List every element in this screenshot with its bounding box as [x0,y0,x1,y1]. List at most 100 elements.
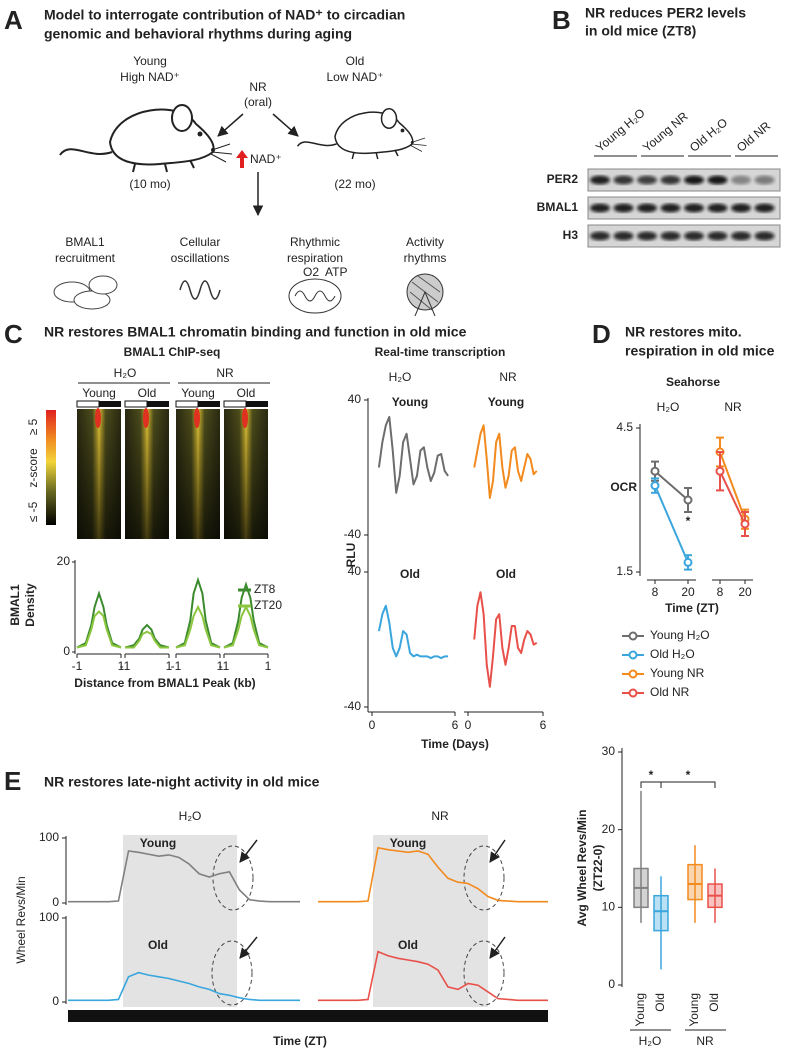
blot-band [637,175,657,185]
light-bar [175,400,199,408]
age-label: Young [82,386,116,400]
x-tick-label: Young [687,993,701,1027]
decoration [463,940,505,1006]
legend-label: Old NR [650,685,690,699]
y-tick-label: 0 [608,977,615,991]
series-label: Old [148,938,168,952]
y-tick-label: 40 [348,564,362,578]
box [653,894,669,932]
panel-letter: B [552,5,571,35]
ocr-line [654,485,689,563]
heatmap-fade [77,409,121,539]
y-axis-label: (ZT22-0) [591,845,605,892]
legend-marker [628,688,638,698]
ocr-line [719,470,746,525]
x-tick-label: -1 [171,659,182,673]
blot-band [707,175,728,185]
blot-band [660,203,681,213]
blot-label: H3 [563,228,579,242]
panel-title: Model to interrogate contribution of NAD… [44,7,405,23]
y-tick-label: 20 [57,554,71,568]
blot-band [684,203,704,213]
treatment-label: H₂O [114,366,137,380]
blot-band [637,203,657,213]
y-axis-label: BMAL1 [8,584,22,626]
y-tick-label: 30 [602,744,616,758]
column-label: H₂O [389,370,412,384]
x-axis-label: Time (Days) [421,737,489,751]
light-bar [76,400,100,408]
blot-band [613,203,634,213]
blot-band [590,231,610,241]
heatmap-peak [194,408,200,428]
decoration [489,839,506,863]
decoration [296,108,428,160]
significance: * [649,768,654,782]
blot-label: PER2 [547,172,579,186]
lane-label: Young NR [640,109,691,155]
heatmap-fade [125,409,169,539]
density-line [223,581,269,649]
heatmap-peak [242,408,248,428]
blot-band [613,231,634,241]
y-axis-label: RLU [344,543,358,568]
legend-label: Old H₂O [650,647,695,661]
y-tick-label: 100 [39,830,59,844]
lane-label: Old H₂O [687,115,730,154]
panel-title: genomic and behavioral rhythms during ag… [44,26,352,42]
x-tick-label: 1 [217,659,224,673]
decoration [373,835,488,1007]
heatmap-peak [143,408,149,428]
ocr-point [715,466,725,476]
series-label: Old [398,938,418,952]
x-tick-label: 20 [738,585,752,599]
series-label: Old [496,567,516,581]
panel-title: NR restores BMAL1 chromatin binding and … [44,324,467,340]
blot-band [731,175,751,185]
mouse-label: Old [346,54,365,68]
legend-marker [628,669,638,679]
age-label: Young [181,386,215,400]
x-tick-label: Old [653,993,667,1012]
decoration [179,280,221,300]
ocr-point [650,466,660,476]
blot-band [754,203,775,213]
blot-band [731,231,751,241]
outcome-label: recruitment [55,251,116,265]
age-label: (22 mo) [334,177,375,191]
heatmap-peak [95,408,101,428]
rlu-trace [473,424,538,499]
chip-title: BMAL1 ChIP-seq [124,345,221,359]
age-label: Old [237,386,256,400]
dark-bar [147,401,169,407]
significance: * [686,514,691,528]
ocr-point [683,557,693,567]
decoration [239,936,258,959]
panel-title: NR restores mito. [625,324,742,340]
column-label: H₂O [179,809,202,823]
x-tick-label: 6 [452,718,459,732]
y-tick-label: 4.5 [616,420,633,434]
y-tick-label: -40 [344,527,362,541]
ocr-line [654,470,689,501]
x-tick-label: -1 [120,659,131,673]
ocr-point [683,495,693,505]
colorbar [46,410,56,525]
density-line [76,610,122,649]
heatmap-fade [176,409,220,539]
mouse-label: Young [133,54,167,68]
blot-band [613,175,634,185]
decoration [217,113,244,137]
mouse-label: High NAD⁺ [120,70,180,84]
outcome-label: Rhythmic [290,235,340,249]
dark-bar [99,401,121,407]
y-axis-label: Avg Wheel Revs/Min [575,810,589,927]
legend-label: Young H₂O [650,628,710,642]
y-tick-label: 100 [39,910,59,924]
x-tick-label: 0 [465,718,472,732]
y-axis-label: Density [23,583,37,627]
y-tick-label: 0 [63,644,70,658]
y-tick-label: 0 [52,994,59,1008]
activity-trace [318,846,548,903]
